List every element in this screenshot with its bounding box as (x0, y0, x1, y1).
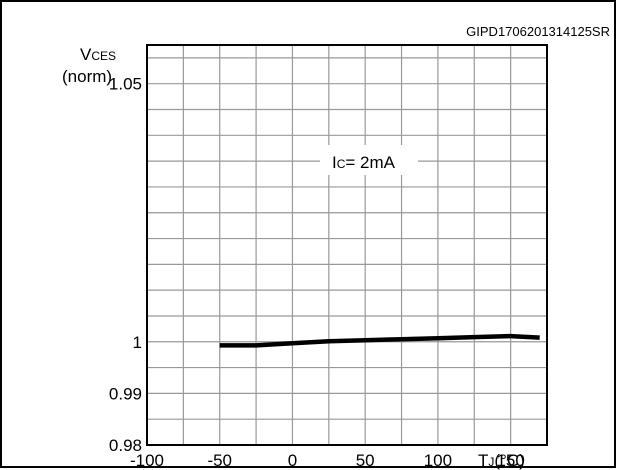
series-layer (219, 333, 540, 348)
x-tick-label: 150 (496, 451, 524, 470)
plot-frame (146, 44, 548, 446)
grid (147, 45, 547, 445)
y-tick-labels: 0.98 0.99 1 1.05 (109, 75, 142, 455)
current-annotation: IC= 2mA (332, 153, 396, 172)
y-tick-label: 0.98 (109, 436, 142, 455)
y-axis-label: VCES (80, 45, 116, 64)
y-tick-label: 1.05 (109, 75, 142, 94)
annotation-background (320, 145, 418, 175)
series-line (219, 333, 540, 348)
x-tick-label: 100 (424, 451, 452, 470)
x-axis-label: TJ(°C) (478, 451, 525, 470)
y-tick-label: 0.99 (109, 384, 142, 403)
x-tick-label: -100 (130, 451, 164, 470)
x-tick-label: 0 (288, 451, 297, 470)
y-axis-unit: (norm) (62, 67, 112, 86)
y-tick-label: 1 (133, 333, 142, 352)
figure-id: GIPD1706201314125SR (466, 24, 610, 39)
x-tick-label: 50 (356, 451, 375, 470)
x-tick-label: -50 (207, 451, 232, 470)
x-tick-labels: -100 -50 0 50 100 150 (130, 451, 525, 470)
